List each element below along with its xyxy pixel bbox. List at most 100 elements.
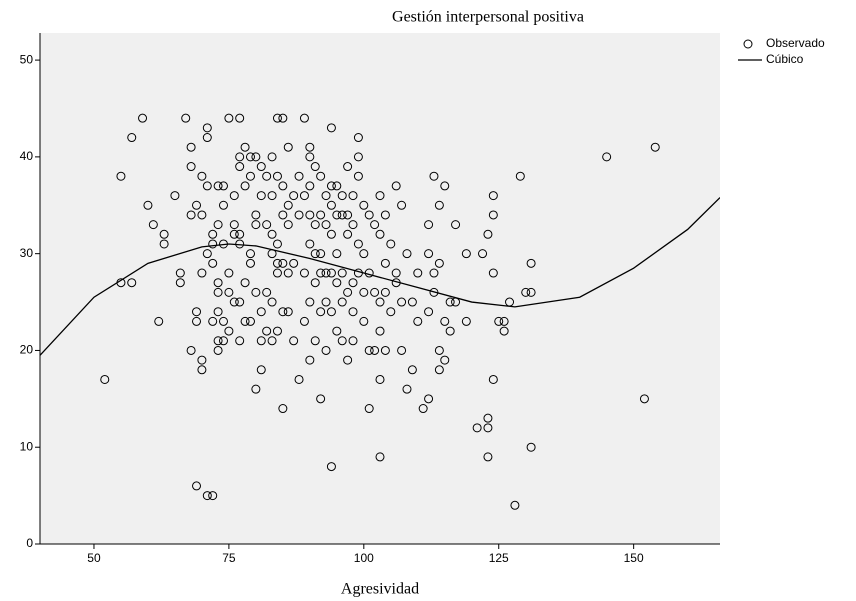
chart-title: Gestión interpersonal positiva — [392, 9, 584, 26]
data-point — [235, 336, 245, 346]
data-point — [375, 452, 385, 462]
data-point — [359, 287, 369, 297]
data-point — [294, 210, 304, 220]
data-point — [240, 181, 250, 191]
data-point — [326, 181, 336, 191]
data-point — [154, 316, 164, 326]
data-point — [391, 181, 401, 191]
data-point — [235, 229, 245, 239]
legend-label: Observado — [766, 36, 825, 50]
data-point — [370, 287, 380, 297]
data-point — [197, 268, 207, 278]
data-point — [440, 316, 450, 326]
data-point — [127, 278, 137, 288]
data-point — [272, 326, 282, 336]
data-point — [240, 316, 250, 326]
data-point — [353, 133, 363, 143]
data-point — [213, 307, 223, 317]
data-point — [208, 316, 218, 326]
data-point — [272, 258, 282, 268]
data-point — [321, 297, 331, 307]
data-point — [602, 152, 612, 162]
data-point — [305, 210, 315, 220]
data-point — [267, 297, 277, 307]
data-point — [321, 345, 331, 355]
data-point — [143, 200, 153, 210]
data-point — [278, 113, 288, 123]
data-point — [224, 326, 234, 336]
data-point — [251, 220, 261, 230]
data-point — [407, 365, 417, 375]
data-point — [639, 394, 649, 404]
y-tick-label: 30 — [20, 246, 34, 260]
data-point — [305, 355, 315, 365]
data-point — [348, 336, 358, 346]
data-point — [235, 162, 245, 172]
data-point — [192, 200, 202, 210]
data-point — [262, 287, 272, 297]
data-point — [483, 423, 493, 433]
data-point — [326, 268, 336, 278]
data-point — [445, 297, 455, 307]
data-point — [256, 307, 266, 317]
data-point — [386, 307, 396, 317]
data-point — [256, 162, 266, 172]
data-point — [343, 162, 353, 172]
data-point — [272, 268, 282, 278]
data-point — [316, 268, 326, 278]
data-point — [332, 326, 342, 336]
data-point — [494, 316, 504, 326]
data-point — [359, 200, 369, 210]
x-tick-label: 100 — [354, 551, 374, 565]
data-point — [202, 133, 212, 143]
data-point — [418, 404, 428, 414]
data-point — [251, 152, 261, 162]
data-point — [413, 268, 423, 278]
data-point — [213, 278, 223, 288]
data-point — [407, 297, 417, 307]
data-point — [445, 326, 455, 336]
data-point — [310, 249, 320, 259]
data-point — [267, 152, 277, 162]
data-point — [526, 442, 536, 452]
data-point — [380, 287, 390, 297]
data-point — [213, 220, 223, 230]
data-point — [321, 220, 331, 230]
data-point — [402, 384, 412, 394]
data-point — [262, 171, 272, 181]
data-point — [391, 268, 401, 278]
data-point — [397, 200, 407, 210]
data-point — [294, 171, 304, 181]
data-point — [213, 336, 223, 346]
data-point — [278, 210, 288, 220]
data-point — [380, 210, 390, 220]
data-point — [208, 258, 218, 268]
data-point — [348, 307, 358, 317]
data-point — [386, 239, 396, 249]
data-point — [267, 229, 277, 239]
data-point — [413, 316, 423, 326]
data-point — [402, 249, 412, 259]
data-point — [256, 191, 266, 201]
data-point — [192, 316, 202, 326]
data-point — [159, 229, 169, 239]
data-point — [224, 287, 234, 297]
data-point — [364, 210, 374, 220]
data-point — [100, 374, 110, 384]
x-tick-label: 125 — [489, 551, 509, 565]
data-point — [245, 152, 255, 162]
data-point — [650, 142, 660, 152]
data-point — [218, 200, 228, 210]
data-point — [127, 133, 137, 143]
data-point — [483, 229, 493, 239]
data-point — [229, 220, 239, 230]
data-point — [380, 345, 390, 355]
data-point — [434, 345, 444, 355]
data-point — [213, 181, 223, 191]
data-point — [251, 210, 261, 220]
data-point — [337, 268, 347, 278]
data-point — [440, 355, 450, 365]
data-point — [332, 249, 342, 259]
data-point — [488, 191, 498, 201]
data-point — [202, 181, 212, 191]
